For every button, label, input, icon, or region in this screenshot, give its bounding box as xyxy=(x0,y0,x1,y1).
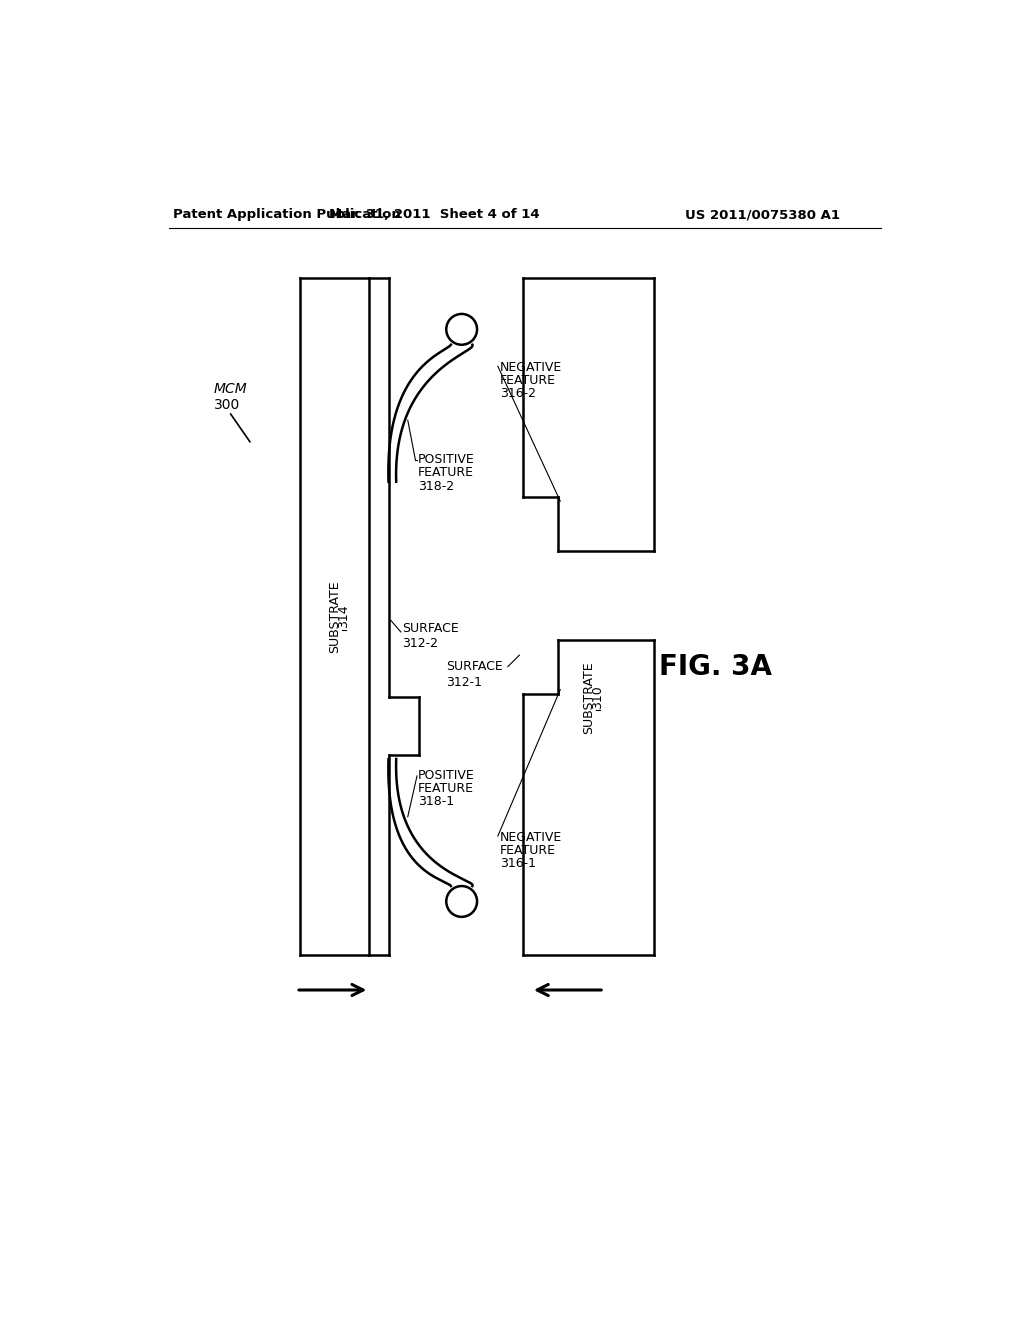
Text: 300: 300 xyxy=(214,397,240,412)
Text: 318-2: 318-2 xyxy=(418,479,454,492)
Text: NEGATIVE: NEGATIVE xyxy=(500,830,562,843)
Text: 316-2: 316-2 xyxy=(500,387,537,400)
Text: FIG. 3A: FIG. 3A xyxy=(659,652,772,681)
Text: NEGATIVE: NEGATIVE xyxy=(500,360,562,374)
Text: SURFACE: SURFACE xyxy=(446,660,503,673)
Text: POSITIVE: POSITIVE xyxy=(418,770,474,781)
Text: FEATURE: FEATURE xyxy=(418,783,474,795)
Text: 314: 314 xyxy=(337,605,350,628)
Text: Mar. 31, 2011  Sheet 4 of 14: Mar. 31, 2011 Sheet 4 of 14 xyxy=(330,209,540,222)
Text: 312-2: 312-2 xyxy=(402,638,438,649)
Text: 318-1: 318-1 xyxy=(418,795,454,808)
Text: FEATURE: FEATURE xyxy=(500,374,556,387)
Text: SURFACE: SURFACE xyxy=(402,622,459,635)
Text: FEATURE: FEATURE xyxy=(500,843,556,857)
Text: Patent Application Publication: Patent Application Publication xyxy=(173,209,400,222)
Text: FEATURE: FEATURE xyxy=(418,466,474,479)
Text: 312-1: 312-1 xyxy=(446,676,482,689)
Text: MCM: MCM xyxy=(214,383,248,396)
Text: SUBSTRATE: SUBSTRATE xyxy=(328,581,341,653)
Text: US 2011/0075380 A1: US 2011/0075380 A1 xyxy=(685,209,840,222)
Text: 310: 310 xyxy=(592,685,604,709)
Text: 316-1: 316-1 xyxy=(500,857,537,870)
Text: POSITIVE: POSITIVE xyxy=(418,453,474,466)
Text: SUBSTRATE: SUBSTRATE xyxy=(583,661,595,734)
